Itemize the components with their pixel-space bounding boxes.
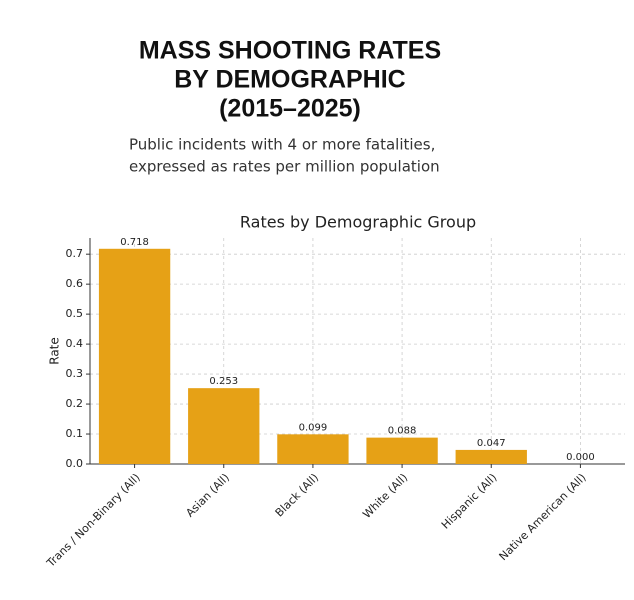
subtitle: Public incidents with 4 or more fataliti…: [129, 136, 435, 154]
bar: [455, 449, 527, 464]
y-tick-label: 0.0: [66, 457, 84, 470]
bar: [277, 434, 349, 464]
y-tick-label: 0.4: [66, 337, 84, 350]
x-tick-label: Asian (All): [183, 471, 232, 520]
bar: [366, 437, 438, 464]
x-tick-label: Native American (All): [497, 471, 589, 563]
value-label: 0.047: [477, 438, 506, 449]
y-tick-label: 0.6: [66, 277, 84, 290]
chart-title: Rates by Demographic Group: [240, 213, 476, 232]
y-tick-label: 0.5: [66, 307, 84, 320]
x-tick-label: White (All): [360, 471, 410, 521]
bar: [188, 388, 260, 464]
value-label: 0.088: [388, 426, 417, 437]
value-label: 0.000: [566, 452, 595, 463]
value-label: 0.718: [120, 237, 149, 248]
bar: [98, 248, 171, 464]
title: BY DEMOGRAPHIC: [174, 66, 406, 94]
y-tick-label: 0.1: [66, 427, 84, 440]
subtitle: expressed as rates per million populatio…: [129, 158, 440, 176]
x-tick-label: Trans / Non-Binary (All): [44, 471, 143, 570]
y-tick-label: 0.2: [66, 397, 84, 410]
x-tick-label: Black (All): [273, 471, 321, 519]
y-tick-label: 0.3: [66, 367, 84, 380]
value-label: 0.099: [299, 422, 328, 433]
y-tick-label: 0.7: [66, 247, 84, 260]
title: (2015–2025): [219, 95, 361, 123]
value-label: 0.253: [209, 376, 238, 387]
title: MASS SHOOTING RATES: [139, 37, 441, 65]
y-axis-label: Rate: [48, 337, 62, 365]
x-tick-label: Hispanic (All): [439, 471, 500, 532]
